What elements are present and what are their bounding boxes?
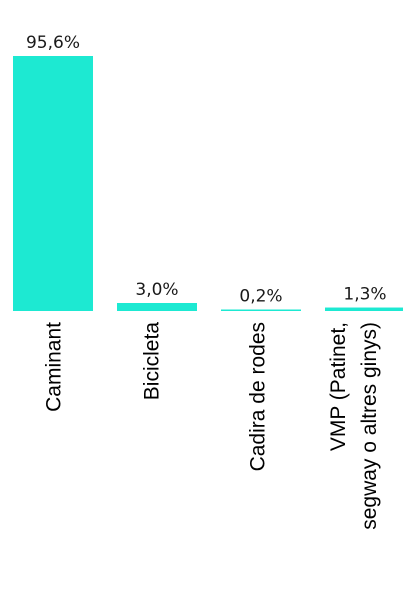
category-label-1: Bicicleta xyxy=(141,322,164,401)
bar-3 xyxy=(325,307,403,311)
bar-value-label-2: 0,2% xyxy=(239,287,282,307)
bar-value-label-1: 3,0% xyxy=(135,280,178,300)
category-label-2: Cadira de rodes xyxy=(247,322,270,471)
bar-value-label-0: 95,6% xyxy=(26,33,80,53)
bar-2 xyxy=(221,309,301,311)
category-label-3-line-1: segway o altres ginys) xyxy=(358,322,381,530)
category-label-3-line-0: VMP (Patinet, xyxy=(327,322,350,451)
bar-value-label-3: 1,3% xyxy=(343,285,386,305)
bar-1 xyxy=(117,302,197,311)
bar-0 xyxy=(13,56,93,311)
category-label-0: Caminant xyxy=(43,322,66,412)
